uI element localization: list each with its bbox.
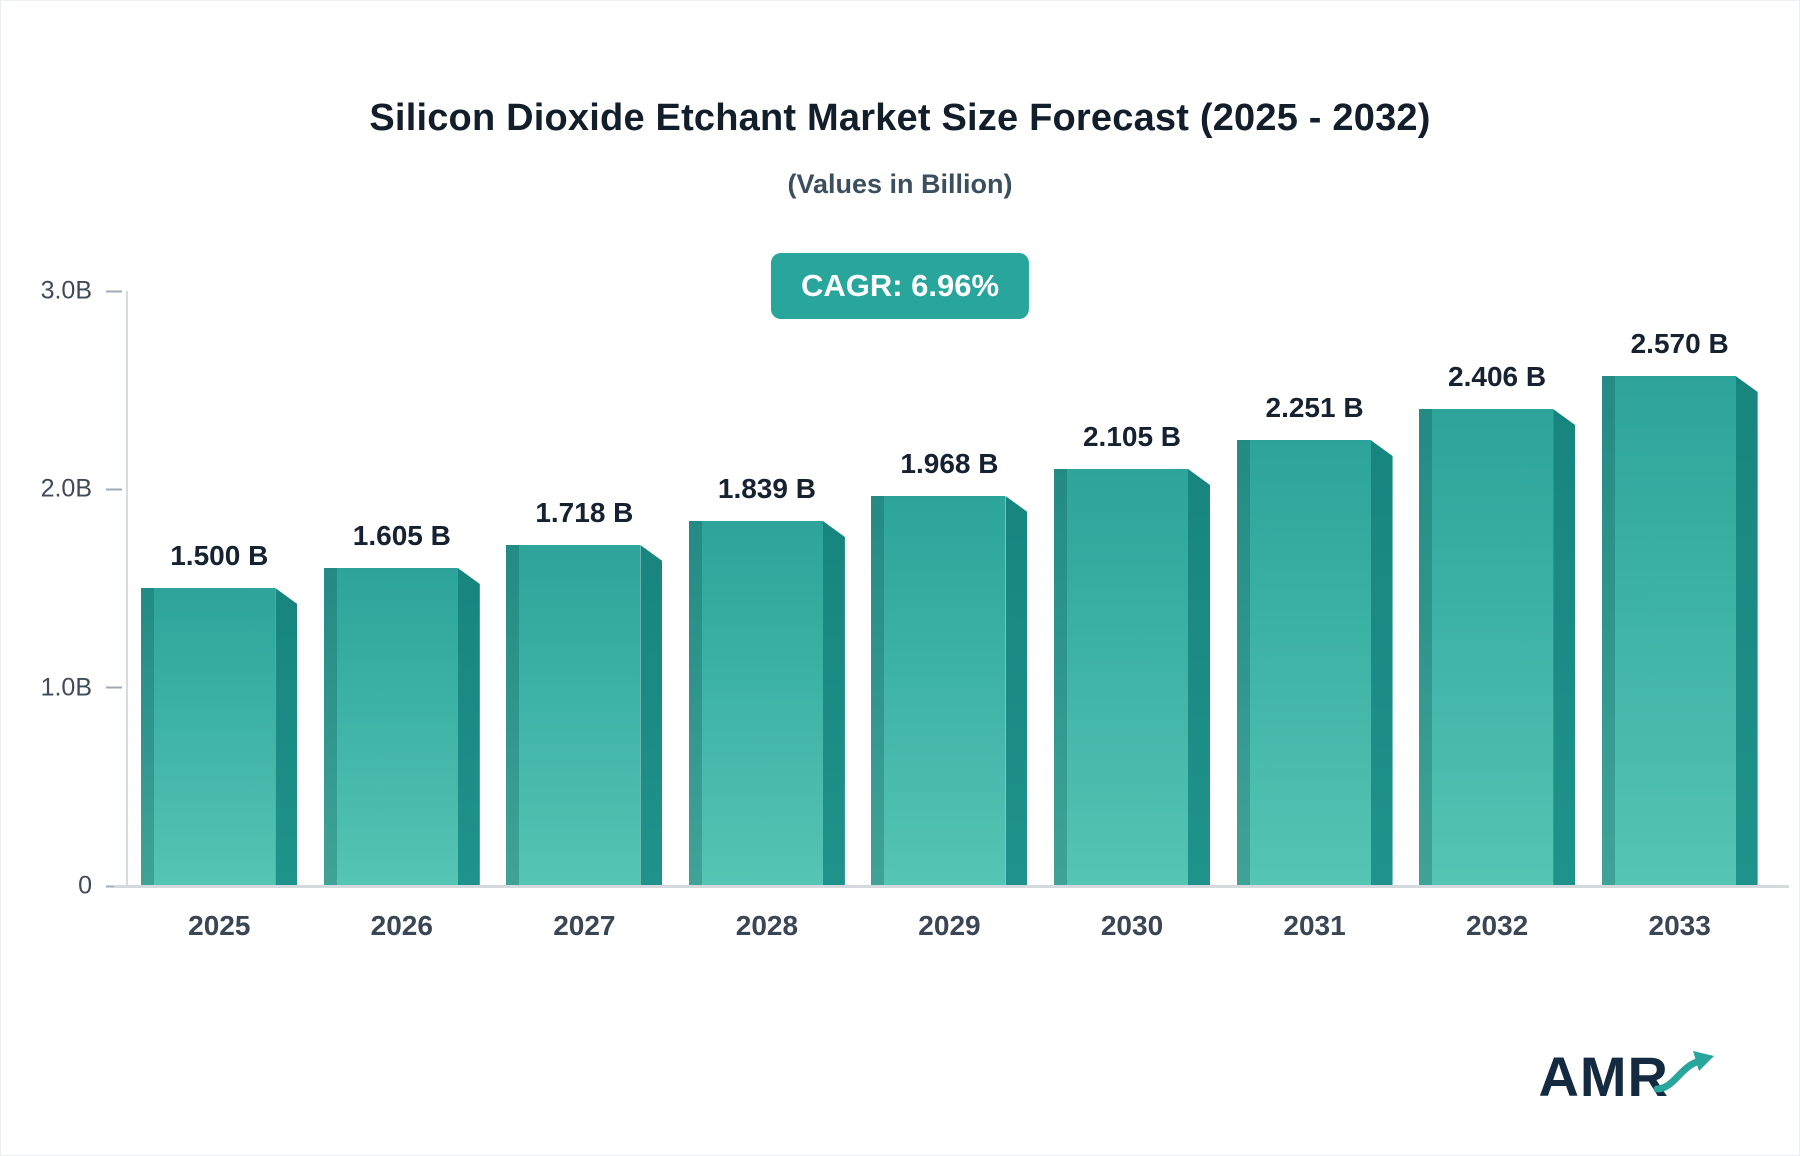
bar: [506, 545, 663, 886]
amr-logo: AMR: [1538, 1044, 1717, 1109]
bar: [1236, 440, 1393, 886]
bar-face: [1419, 409, 1554, 886]
y-axis-tick-label: 0: [78, 871, 92, 900]
bar: [1419, 409, 1576, 886]
bar-value-label: 1.605 B: [352, 520, 451, 551]
bar-side-shadow: [1735, 376, 1758, 886]
y-axis-tick-label: 2.0B: [40, 474, 92, 503]
bar-value-label: 1.968 B: [900, 448, 999, 479]
x-axis-label: 2029: [918, 910, 981, 941]
y-axis-tick-label: 1.0B: [40, 673, 92, 702]
bar-face: [688, 521, 823, 886]
bar-group: 1.968 B 2029: [858, 291, 1040, 941]
x-axis-label: 2025: [188, 910, 251, 941]
cagr-badge: CAGR: 6.96%: [770, 253, 1030, 319]
amr-logo-text: AMR: [1538, 1045, 1669, 1108]
x-axis-line: [114, 885, 1789, 888]
bar-group: 2.406 B 2032: [1406, 291, 1588, 941]
chart-plot-region: 3.0B 2.0B 1.0B 0 1.500 B 2025 1.605 B 2026 1.71…: [41, 277, 1789, 941]
chart-subtitle: (Values in Billion): [787, 169, 1013, 199]
bar-group: 1.718 B 2027: [493, 291, 675, 941]
bar-group: 1.605 B 2026: [311, 291, 493, 941]
x-axis-label: 2032: [1465, 910, 1529, 941]
bar-face: [871, 496, 1006, 886]
x-axis-label: 2027: [553, 910, 616, 941]
bar-face: [141, 588, 276, 886]
bar-value-label: 1.839 B: [717, 473, 816, 504]
bar-face: [1054, 469, 1188, 886]
bar-side-shadow: [457, 568, 480, 886]
bar-value-label: 2.570 B: [1630, 328, 1729, 359]
bar-face: [506, 545, 641, 886]
y-axis-tick-mark: [106, 488, 122, 491]
bar-value-label: 2.251 B: [1265, 392, 1364, 423]
bar-side-shadow: [640, 545, 663, 886]
bar-side-shadow: [275, 588, 298, 886]
bar-value-label: 1.500 B: [170, 540, 269, 571]
bar-face: [1601, 376, 1736, 886]
bar: [323, 568, 480, 886]
bar-group: 1.839 B 2028: [676, 291, 858, 941]
plot-area: 1.500 B 2025 1.605 B 2026 1.718 B 2027 1.839 B…: [128, 291, 1771, 941]
bar-face: [323, 568, 458, 886]
bar-group: 2.570 B 2033: [1589, 291, 1771, 941]
bar-side-shadow: [1005, 496, 1028, 886]
y-axis-tick-mark: [106, 290, 122, 292]
bar: [871, 496, 1028, 886]
chart-title: Silicon Dioxide Etchant Market Size Fore…: [369, 97, 1431, 139]
bar-side-shadow: [1553, 409, 1576, 886]
x-axis-label: 2028: [735, 910, 799, 941]
x-axis-label: 2031: [1283, 910, 1346, 941]
y-axis-tick: 3.0B: [41, 277, 122, 306]
y-axis-tick: 1.0B: [41, 673, 122, 702]
y-axis-tick: 2.0B: [41, 475, 122, 504]
bar-side-shadow: [1188, 469, 1210, 886]
x-axis-label: 2026: [370, 910, 433, 941]
x-axis-label: 2030: [1100, 910, 1164, 941]
bar: [688, 521, 845, 886]
x-axis-label: 2033: [1648, 910, 1711, 941]
bar-side-shadow: [822, 521, 845, 886]
bar-group: 2.251 B 2031: [1224, 291, 1406, 941]
bar-value-label: 2.105 B: [1082, 421, 1182, 452]
bar-value-label: 2.406 B: [1448, 361, 1547, 392]
y-axis-tick-label: 3.0B: [40, 276, 92, 305]
bar: [1054, 469, 1210, 886]
y-axis-tick-mark: [106, 686, 122, 689]
trend-arrow-icon: [1653, 1050, 1714, 1092]
bar-face: [1236, 440, 1371, 886]
bar: [1601, 376, 1758, 886]
bar-side-shadow: [1370, 440, 1393, 886]
y-axis-line: [126, 291, 128, 886]
bar-group: 1.500 B 2025: [128, 291, 310, 941]
bar-value-label: 1.718 B: [535, 497, 634, 528]
bar-group: 2.105 B 2030: [1041, 291, 1223, 941]
bar: [141, 588, 298, 886]
